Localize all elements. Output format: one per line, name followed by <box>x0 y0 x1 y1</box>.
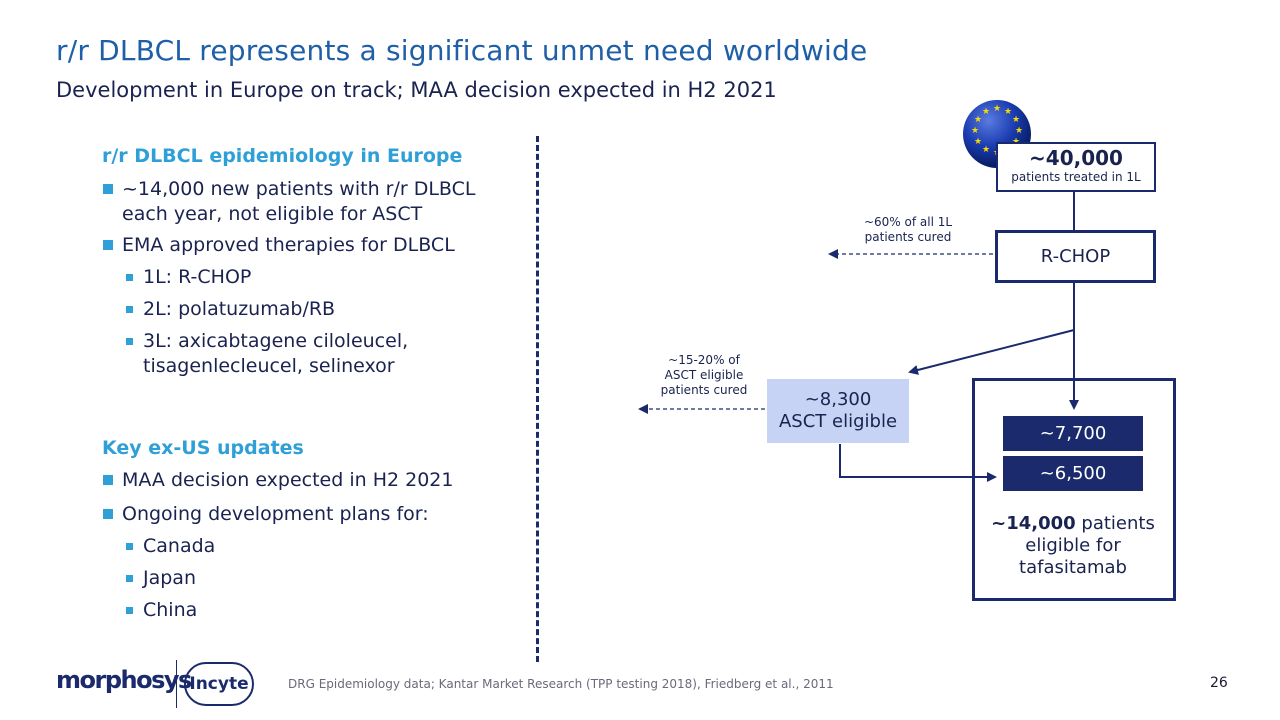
arrow-asct-to-6500 <box>839 444 997 482</box>
value-40000: ~40,000 <box>1029 146 1123 170</box>
box-rchop: R-CHOP <box>995 230 1156 283</box>
morphosys-logo: morphosys <box>56 666 192 694</box>
bullet-ema-therapies: EMA approved therapies for DLBCL <box>103 233 502 258</box>
page-title: r/r DLBCL represents a significant unmet… <box>56 34 868 67</box>
svg-text:★: ★ <box>1004 107 1012 117</box>
svg-text:★: ★ <box>1015 126 1023 136</box>
svg-text:★: ★ <box>974 137 982 147</box>
sub-bullet-japan: Japan <box>126 567 196 589</box>
svg-text:★: ★ <box>982 107 990 117</box>
source-footnote: DRG Epidemiology data; Kantar Market Res… <box>288 677 834 691</box>
sub-bullet-canada: Canada <box>125 535 216 557</box>
svg-text:★: ★ <box>971 126 979 136</box>
page-number: 26 <box>1210 675 1228 691</box>
box-eligible-tafasitamab <box>972 378 1176 601</box>
sub-bullet-3l: 3L: axicabtagene ciloleucel, tisagenlecl… <box>126 329 443 379</box>
value-14000: ~14,000 <box>991 513 1076 534</box>
box-40000: ~40,000 patients treated in 1L <box>996 142 1156 192</box>
box-asct-eligible: ~8,300 ASCT eligible <box>767 379 909 443</box>
column-divider <box>536 136 539 662</box>
svg-text:★: ★ <box>1012 115 1020 125</box>
label-14000-eligible: ~14,000 patients eligible for tafasitama… <box>976 513 1170 579</box>
sub-bullet-china: China <box>125 599 198 621</box>
logo-divider <box>176 660 177 708</box>
sub-bullet-1l: 1L: R-CHOP <box>126 265 483 290</box>
svg-text:★: ★ <box>982 145 990 155</box>
bullet-maa-decision: MAA decision expected in H2 2021 <box>103 468 502 493</box>
svg-text:★: ★ <box>993 104 1001 114</box>
value-8300: ~8,300 <box>804 389 872 410</box>
box-7700: ~7,700 <box>1003 416 1143 451</box>
page-subtitle: Development in Europe on track; MAA deci… <box>56 78 777 102</box>
box-6500: ~6,500 <box>1003 456 1143 491</box>
label-patients-eligible: patients eligible for tafasitamab <box>1019 513 1155 578</box>
label-asct-eligible: ASCT eligible <box>778 411 898 432</box>
svg-text:★: ★ <box>974 115 982 125</box>
bullet-ongoing-plans: Ongoing development plans for: <box>103 502 502 527</box>
label-15-20-percent-cured: ~15-20% of ASCT eligible patients cured <box>660 353 748 397</box>
section-heading-epidemiology: r/r DLBCL epidemiology in Europe <box>102 145 463 167</box>
incyte-logo: Incyte <box>184 662 254 706</box>
bullet-new-patients: ~14,000 new patients with r/r DLBCL each… <box>103 177 502 227</box>
section-heading-ex-us: Key ex-US updates <box>102 437 304 459</box>
sub-bullet-2l: 2L: polatuzumab/RB <box>126 297 483 322</box>
arrow-to-asct <box>908 329 1075 375</box>
label-60-percent-cured: ~60% of all 1L patients cured <box>863 215 953 244</box>
caption-treated-1l: patients treated in 1L <box>1011 170 1141 184</box>
